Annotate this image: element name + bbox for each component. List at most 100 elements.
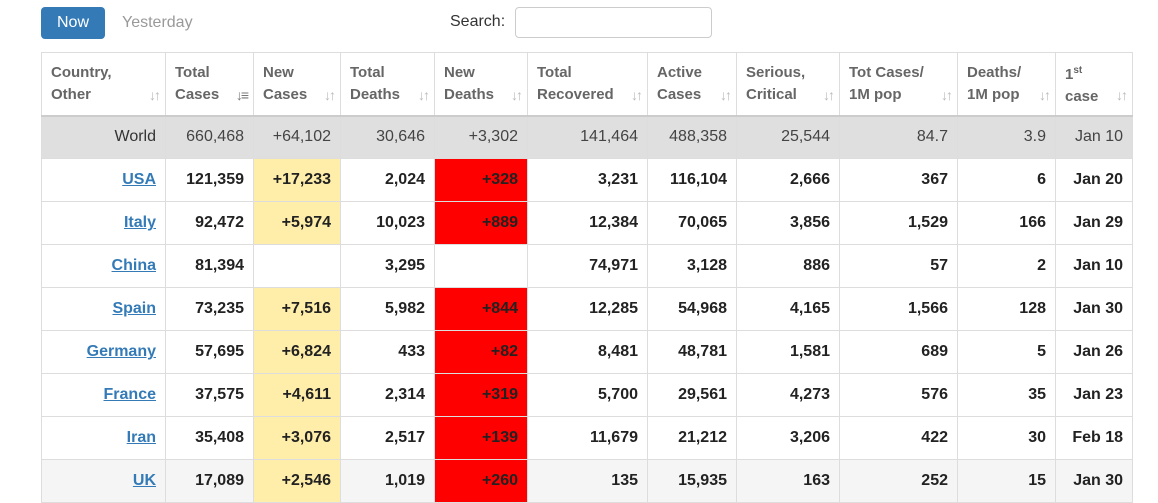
deaths-1m-cell: 5 [957, 330, 1056, 374]
new-deaths-cell: +319 [434, 373, 528, 417]
new-cases-cell: +2,546 [253, 459, 341, 503]
table-body: World 660,468 +64,102 30,646 +3,302 141,464 48… [41, 115, 1133, 503]
new-cases-cell: +64,102 [253, 115, 341, 159]
total-deaths-cell: 30,646 [340, 115, 435, 159]
column-header-active-cases[interactable]: Active Cases ↓↑ [647, 52, 737, 117]
country-cell: Germany [41, 330, 166, 374]
tot-cases-1m-cell: 252 [839, 459, 958, 503]
sort-icon: ↓↑ [1116, 86, 1128, 103]
column-header-line1: New [444, 63, 475, 81]
sort-icon: ↓↑ [511, 86, 523, 103]
column-header-line2: 1M pop [849, 85, 902, 103]
column-header-total-recovered[interactable]: Total Recovered ↓↑ [527, 52, 648, 117]
countries-table: Country, Other ↓↑ Total Cases ↓≡ New Cases ↓↑ Tot… [41, 52, 1133, 503]
new-deaths-cell: +3,302 [434, 115, 528, 159]
tot-cases-1m-cell: 1,566 [839, 287, 958, 331]
total-cases-cell: 37,575 [165, 373, 254, 417]
country-link[interactable]: China [111, 257, 156, 274]
column-header-first-case[interactable]: 1st case ↓↑ [1055, 52, 1133, 117]
total-recovered-cell: 11,679 [527, 416, 648, 460]
column-header-deaths-per-1m[interactable]: Deaths/1M pop ↓↑ [957, 52, 1056, 117]
column-header-line2: Cases [263, 85, 308, 103]
total-recovered-cell: 12,384 [527, 201, 648, 245]
serious-critical-cell: 163 [736, 459, 840, 503]
column-header-line2: Cases [657, 85, 702, 103]
deaths-1m-cell: 35 [957, 373, 1056, 417]
column-header-line2: 1M pop [967, 85, 1020, 103]
now-tab[interactable]: Now [41, 7, 105, 39]
new-cases-cell: +7,516 [253, 287, 341, 331]
new-cases-cell: +4,611 [253, 373, 341, 417]
table-row: China 81,394 3,295 74,971 3,128 886 57 2 Jan 10 [41, 244, 1133, 288]
search-label: Search: [450, 13, 506, 30]
tot-cases-1m-cell: 84.7 [839, 115, 958, 159]
active-cases-cell: 48,781 [647, 330, 737, 374]
table-row: Italy 92,472 +5,974 10,023 +889 12,384 70,065 3… [41, 201, 1133, 245]
new-deaths-cell: +139 [434, 416, 528, 460]
world-row: World 660,468 +64,102 30,646 +3,302 141,464 48… [41, 115, 1133, 159]
search-input[interactable] [515, 7, 712, 38]
active-cases-cell: 21,212 [647, 416, 737, 460]
deaths-1m-cell: 6 [957, 158, 1056, 202]
deaths-1m-cell: 3.9 [957, 115, 1056, 159]
sort-icon: ↓↑ [720, 86, 732, 103]
column-header-line1: Country, [51, 63, 112, 81]
sort-icon: ↓↑ [941, 86, 953, 103]
sort-icon: ↓↑ [149, 86, 161, 103]
column-header-serious-critical[interactable]: Serious, Critical ↓↑ [736, 52, 840, 117]
country-link[interactable]: Italy [123, 214, 156, 231]
first-case-cell: Feb 18 [1055, 416, 1133, 460]
tot-cases-1m-cell: 422 [839, 416, 958, 460]
serious-critical-cell: 3,206 [736, 416, 840, 460]
column-header-line2: Deaths [350, 85, 401, 103]
column-header-tot-cases-per-1m[interactable]: Tot Cases/1M pop ↓↑ [839, 52, 958, 117]
sort-icon: ↓↑ [631, 86, 643, 103]
column-header-line2: case [1065, 87, 1099, 105]
new-deaths-cell: +844 [434, 287, 528, 331]
yesterday-tab[interactable]: Yesterday [122, 14, 193, 31]
total-deaths-cell: 2,314 [340, 373, 435, 417]
column-header-line1: Deaths/ [967, 63, 1022, 81]
first-case-cell: Jan 30 [1055, 459, 1133, 503]
country-link[interactable]: Spain [112, 300, 156, 317]
total-deaths-cell: 3,295 [340, 244, 435, 288]
table-header-row: Country, Other ↓↑ Total Cases ↓≡ New Cases ↓↑ Tot… [41, 52, 1133, 117]
new-cases-cell: +6,824 [253, 330, 341, 374]
total-deaths-cell: 2,517 [340, 416, 435, 460]
first-case-cell: Jan 10 [1055, 244, 1133, 288]
serious-critical-cell: 1,581 [736, 330, 840, 374]
column-header-country[interactable]: Country, Other ↓↑ [41, 52, 166, 117]
total-deaths-cell: 2,024 [340, 158, 435, 202]
country-link[interactable]: UK [132, 472, 156, 489]
column-header-total-cases[interactable]: Total Cases ↓≡ [165, 52, 254, 117]
country-link[interactable]: Iran [126, 429, 156, 446]
new-deaths-cell: +328 [434, 158, 528, 202]
serious-critical-cell: 4,165 [736, 287, 840, 331]
sort-icon: ↓↑ [418, 86, 430, 103]
first-case-cell: Jan 20 [1055, 158, 1133, 202]
deaths-1m-cell: 2 [957, 244, 1056, 288]
total-recovered-cell: 5,700 [527, 373, 648, 417]
active-cases-cell: 3,128 [647, 244, 737, 288]
first-case-cell: Jan 10 [1055, 115, 1133, 159]
country-link[interactable]: Germany [86, 343, 156, 360]
total-cases-cell: 73,235 [165, 287, 254, 331]
sort-icon: ↓↑ [823, 86, 835, 103]
table-row: France 37,575 +4,611 2,314 +319 5,700 29,561 4,… [41, 373, 1133, 417]
active-cases-cell: 54,968 [647, 287, 737, 331]
table-row: USA 121,359 +17,233 2,024 +328 3,231 116,104 2,… [41, 158, 1133, 202]
serious-critical-cell: 25,544 [736, 115, 840, 159]
new-cases-cell: +17,233 [253, 158, 341, 202]
total-cases-cell: 92,472 [165, 201, 254, 245]
deaths-1m-cell: 166 [957, 201, 1056, 245]
deaths-1m-cell: 128 [957, 287, 1056, 331]
country-cell: China [41, 244, 166, 288]
country-link[interactable]: France [103, 386, 156, 403]
total-recovered-cell: 135 [527, 459, 648, 503]
column-header-new-deaths[interactable]: New Deaths ↓↑ [434, 52, 528, 117]
country-link[interactable]: USA [122, 171, 156, 188]
first-case-cell: Jan 29 [1055, 201, 1133, 245]
column-header-new-cases[interactable]: New Cases ↓↑ [253, 52, 341, 117]
column-header-total-deaths[interactable]: Total Deaths ↓↑ [340, 52, 435, 117]
total-cases-cell: 660,468 [165, 115, 254, 159]
